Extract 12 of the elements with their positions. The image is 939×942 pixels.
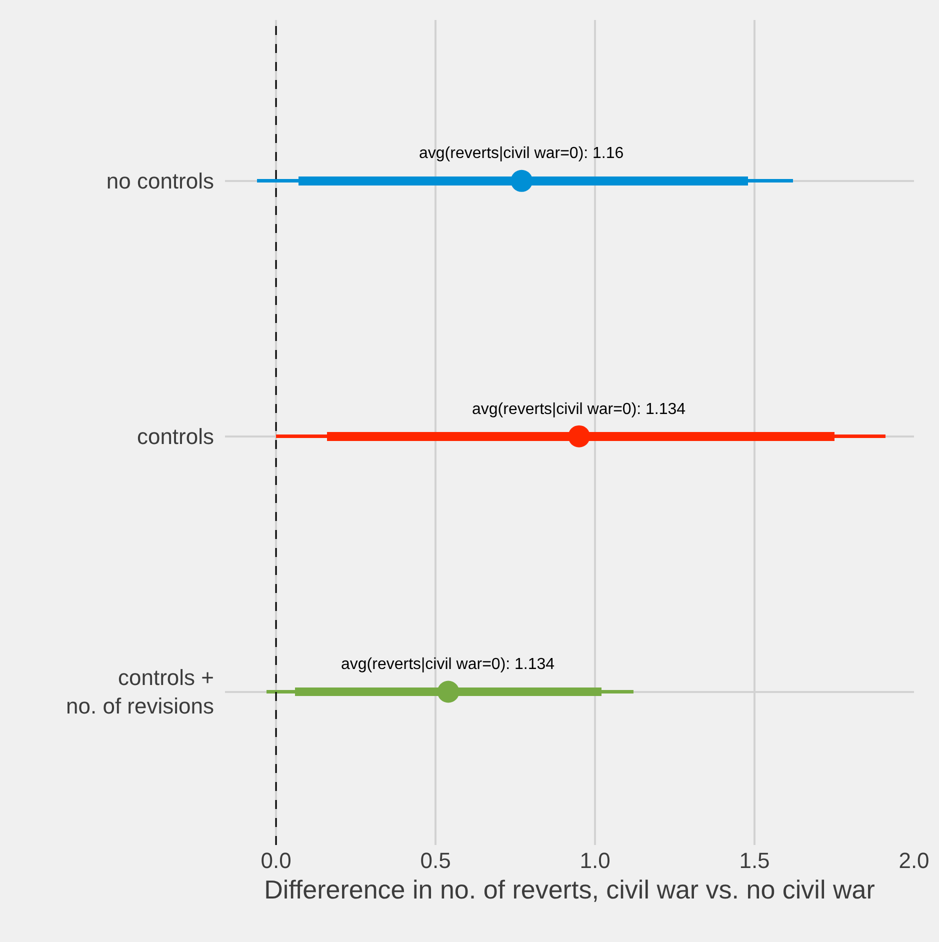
x-tick-label: 0.0 [260,848,292,873]
x-tick-label: 1.0 [580,848,610,873]
x-tick-label: 1.5 [739,848,770,873]
x-tick-label: 0.5 [420,848,451,873]
y-tick-label: no controls [106,168,214,194]
x-axis-title: Differerence in no. of reverts, civil war vs. no civil war [264,874,876,905]
x-tick-label: 2.0 [898,848,930,873]
y-tick-label: controls + no. of revisions [66,665,214,719]
annotation: avg(reverts|civil war=0): 1.134 [341,656,555,673]
annotation: avg(reverts|civil war=0): 1.16 [419,145,624,162]
y-tick-label: controls [136,424,214,450]
annotation: avg(reverts|civil war=0): 1.134 [472,401,686,418]
